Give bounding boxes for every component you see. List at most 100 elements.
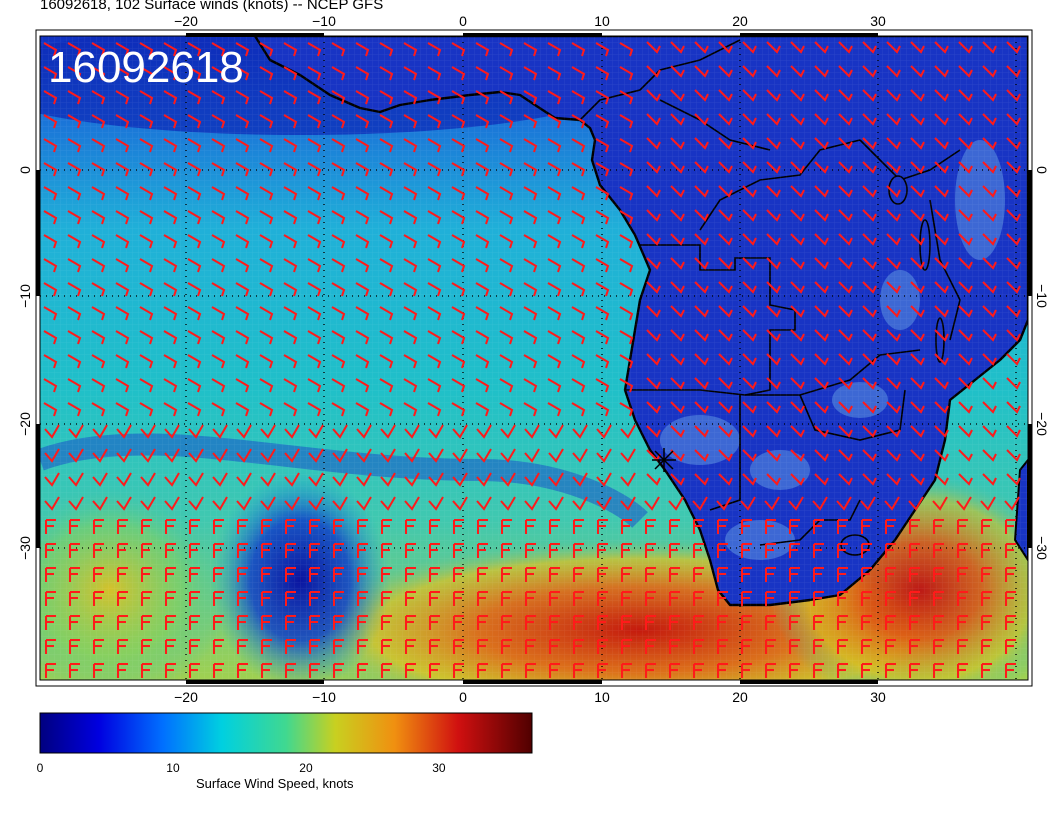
wind-barb <box>982 137 997 150</box>
wind-barb <box>259 378 274 393</box>
wind-barb <box>645 639 656 654</box>
wind-barb <box>595 258 610 273</box>
wind-barb <box>862 377 877 390</box>
wind-barb <box>910 89 925 102</box>
wind-barb <box>693 663 704 678</box>
wind-barb <box>428 496 444 511</box>
lat-label-right: −30 <box>1034 536 1050 560</box>
wind-barb <box>189 639 200 654</box>
wind-barb <box>379 282 394 297</box>
wind-barb <box>115 258 130 273</box>
wind-barb <box>355 186 370 201</box>
wind-barb <box>790 425 805 438</box>
wind-barb <box>235 162 250 177</box>
wind-barb <box>645 591 656 606</box>
wind-barb <box>789 591 800 606</box>
lat-label-left: 0 <box>17 166 33 174</box>
wind-barb <box>211 66 226 81</box>
wind-barb <box>765 591 776 606</box>
wind-barb <box>1006 377 1021 390</box>
wind-barb <box>235 402 250 417</box>
wind-barb <box>861 519 872 534</box>
wind-barb <box>884 496 900 511</box>
wind-barb <box>669 663 680 678</box>
wind-barb <box>283 186 298 201</box>
wind-barb <box>718 209 733 222</box>
wind-barb <box>501 591 512 606</box>
wind-barb <box>910 161 925 174</box>
wind-barb <box>285 639 296 654</box>
wind-barb <box>934 257 949 270</box>
wind-barb <box>1005 543 1016 558</box>
wind-barb <box>619 162 634 177</box>
wind-barb <box>307 90 322 105</box>
wind-barb <box>91 330 106 345</box>
lat-label-right: −10 <box>1034 284 1050 308</box>
wind-barb <box>766 257 781 270</box>
wind-barb <box>405 567 416 582</box>
wind-barb <box>428 424 444 439</box>
wind-barb <box>91 66 106 81</box>
wind-barb <box>645 615 656 630</box>
wind-barb <box>93 639 104 654</box>
wind-barb <box>547 282 562 297</box>
wind-barb <box>838 377 853 390</box>
wind-barb <box>958 65 973 78</box>
wind-barb <box>934 377 949 390</box>
wind-barb <box>670 473 685 486</box>
wind-barb <box>331 306 346 321</box>
wind-barb <box>1006 305 1021 318</box>
wind-barb <box>909 615 920 630</box>
wind-barb <box>307 258 322 273</box>
wind-barb <box>837 639 848 654</box>
wind-barb <box>933 663 944 678</box>
wind-barb <box>91 138 106 153</box>
wind-barb <box>115 138 130 153</box>
wind-barb <box>620 496 636 511</box>
wind-barb <box>694 161 709 174</box>
wind-barb <box>307 210 322 225</box>
wind-barb <box>694 257 709 270</box>
wind-barb <box>91 234 106 249</box>
wind-barb <box>572 472 588 487</box>
wind-barb <box>476 448 492 463</box>
wind-barb <box>886 41 901 54</box>
wind-barb <box>742 305 757 318</box>
wind-barb <box>982 185 997 198</box>
wind-barb <box>380 496 396 511</box>
wind-barb <box>523 330 538 345</box>
wind-barb <box>381 591 392 606</box>
wind-barb <box>547 378 562 393</box>
wind-barb <box>308 448 324 463</box>
wind-barb <box>934 41 949 54</box>
wind-barb <box>67 138 82 153</box>
wind-barb <box>403 330 418 345</box>
wind-barb <box>718 449 733 462</box>
wind-barb <box>717 639 728 654</box>
wind-barb <box>838 449 853 462</box>
wind-barb <box>429 591 440 606</box>
wind-barb <box>453 663 464 678</box>
wind-barb <box>427 402 442 417</box>
wind-barb <box>357 591 368 606</box>
wind-barb <box>379 330 394 345</box>
wind-barb <box>814 449 829 462</box>
wind-barb <box>619 66 634 81</box>
wind-barb <box>69 663 80 678</box>
wind-barb <box>958 377 973 390</box>
wind-barb <box>619 42 634 57</box>
wind-barb <box>596 448 612 463</box>
wind-barb <box>452 496 468 511</box>
wind-barb <box>1006 137 1021 150</box>
colorbar-tick-label: 10 <box>166 761 180 775</box>
wind-barb <box>933 567 944 582</box>
wind-barb <box>646 329 661 342</box>
wind-barb <box>499 66 514 81</box>
wind-barb <box>790 233 805 246</box>
wind-barb <box>67 306 82 321</box>
wind-barb <box>718 257 733 270</box>
wind-barb <box>741 567 752 582</box>
wind-barb <box>694 425 709 438</box>
wind-barb <box>837 519 848 534</box>
wind-barb <box>885 663 896 678</box>
